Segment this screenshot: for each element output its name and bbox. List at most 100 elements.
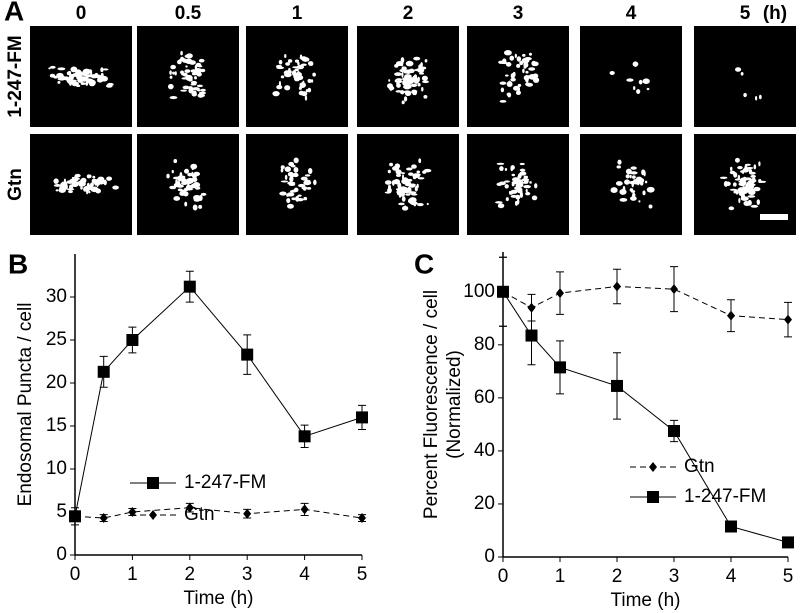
x-tick-label: 4 bbox=[726, 566, 737, 587]
speckle bbox=[287, 69, 292, 75]
marker bbox=[725, 520, 737, 533]
speckle bbox=[646, 87, 650, 91]
speckle bbox=[280, 168, 284, 173]
speckle bbox=[528, 52, 533, 56]
x-tick-label: 5 bbox=[783, 566, 794, 587]
y-tick-label: 80 bbox=[474, 334, 495, 355]
speckle bbox=[173, 196, 181, 201]
speckle bbox=[506, 92, 511, 97]
legend-marker bbox=[647, 491, 659, 503]
speckle bbox=[746, 186, 754, 189]
speckle bbox=[499, 100, 507, 103]
speckle bbox=[747, 195, 756, 198]
speckle bbox=[284, 53, 287, 59]
speckle bbox=[183, 73, 187, 77]
speckle bbox=[745, 166, 754, 170]
speckle bbox=[297, 61, 300, 66]
speckle bbox=[510, 190, 514, 195]
speckle bbox=[169, 96, 178, 100]
speckle bbox=[505, 62, 512, 67]
speckle bbox=[419, 72, 425, 75]
speckle bbox=[417, 202, 424, 207]
speckle bbox=[68, 73, 75, 79]
speckle bbox=[293, 167, 299, 173]
speckle bbox=[744, 177, 752, 181]
speckle bbox=[184, 69, 191, 73]
marker bbox=[99, 513, 108, 524]
speckle bbox=[48, 67, 51, 70]
x-tick-label: 0 bbox=[498, 566, 509, 587]
speckle bbox=[421, 75, 428, 81]
speckle bbox=[86, 174, 91, 179]
speckle bbox=[284, 166, 291, 173]
speckle bbox=[80, 186, 83, 190]
y-tick-label: 20 bbox=[46, 372, 67, 393]
micrograph bbox=[580, 134, 682, 235]
speckle bbox=[749, 169, 753, 174]
speckle bbox=[57, 77, 65, 81]
speckle bbox=[531, 195, 538, 201]
speckle bbox=[630, 166, 637, 170]
speckle bbox=[401, 100, 405, 105]
marker bbox=[71, 511, 79, 522]
speckle bbox=[637, 181, 640, 185]
speckle bbox=[57, 67, 66, 71]
speckle bbox=[80, 82, 86, 86]
speckle bbox=[196, 89, 201, 92]
speckle bbox=[401, 205, 409, 211]
micrograph bbox=[694, 26, 796, 127]
speckle bbox=[402, 177, 409, 183]
speckle bbox=[631, 175, 636, 179]
speckle bbox=[750, 204, 759, 208]
speckle bbox=[184, 168, 190, 174]
speckle bbox=[180, 70, 184, 75]
time-label: 2 bbox=[403, 3, 414, 24]
y-tick-label: 40 bbox=[474, 440, 495, 461]
speckle bbox=[307, 167, 313, 174]
speckle bbox=[644, 180, 648, 184]
speckle bbox=[286, 203, 294, 209]
speckle bbox=[403, 96, 408, 102]
speckle bbox=[401, 186, 406, 191]
time-label: 3 bbox=[513, 3, 524, 24]
speckle bbox=[169, 75, 173, 79]
time-label: 5 bbox=[740, 3, 751, 24]
speckle bbox=[300, 176, 308, 181]
speckle bbox=[529, 181, 532, 184]
y-tick-label: 5 bbox=[56, 501, 67, 522]
speckle bbox=[733, 172, 738, 178]
speckle bbox=[302, 80, 305, 86]
x-tick-label: 1 bbox=[555, 566, 566, 587]
x-tick-label: 5 bbox=[357, 564, 368, 585]
speckle bbox=[511, 182, 515, 187]
time-label: 1 bbox=[292, 3, 303, 24]
speckle bbox=[641, 169, 646, 176]
speckle bbox=[753, 164, 757, 170]
speckle bbox=[514, 200, 518, 206]
speckle bbox=[401, 196, 406, 202]
speckle bbox=[179, 191, 186, 196]
marker bbox=[727, 310, 735, 321]
speckle bbox=[298, 183, 306, 188]
speckle bbox=[735, 189, 739, 195]
speckle bbox=[401, 71, 404, 78]
speckle bbox=[421, 87, 424, 92]
speckle bbox=[288, 68, 291, 71]
speckle bbox=[523, 185, 531, 189]
speckle bbox=[105, 84, 113, 88]
time-label: 0.5 bbox=[175, 3, 202, 24]
speckle bbox=[389, 162, 394, 167]
speckle bbox=[744, 164, 748, 171]
speckle bbox=[297, 194, 302, 197]
x-tick-label: 3 bbox=[669, 566, 680, 587]
marker bbox=[497, 285, 509, 298]
speckle bbox=[384, 191, 392, 194]
speckle bbox=[71, 176, 75, 180]
scale-bar bbox=[760, 214, 788, 220]
speckle bbox=[500, 61, 508, 65]
speckle bbox=[279, 191, 287, 196]
speckle bbox=[646, 186, 655, 193]
micrograph bbox=[467, 26, 569, 127]
speckle bbox=[289, 180, 292, 185]
speckle bbox=[304, 179, 311, 183]
